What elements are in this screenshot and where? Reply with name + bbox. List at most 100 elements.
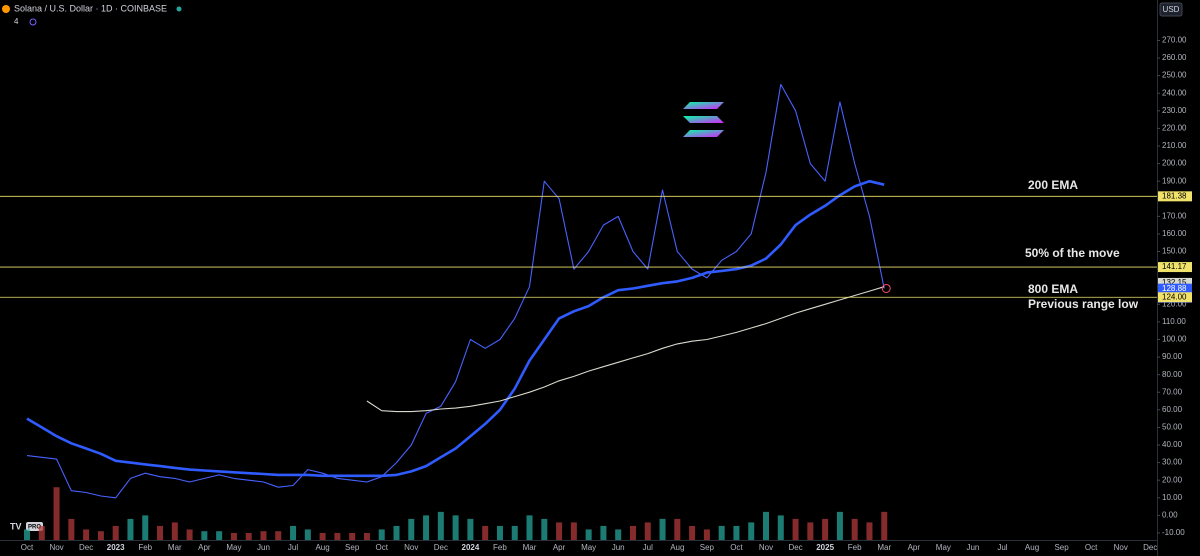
x-tick-label: Aug bbox=[1025, 543, 1039, 552]
volume-bar bbox=[585, 529, 592, 540]
level-label-bg bbox=[1158, 191, 1192, 202]
y-tick-label: 30.00 bbox=[1162, 458, 1183, 467]
badge: PRO bbox=[28, 525, 41, 531]
y-tick-label: 160.00 bbox=[1162, 229, 1187, 238]
volume-bar bbox=[526, 515, 533, 540]
annotation: 200 EMA bbox=[1028, 178, 1078, 192]
x-tick-label: Jun bbox=[257, 543, 270, 552]
y-tick-label: 50.00 bbox=[1162, 423, 1183, 432]
x-tick-label: Sep bbox=[345, 543, 360, 552]
y-tick-label: 270.00 bbox=[1162, 36, 1187, 45]
y-tick-label: 90.00 bbox=[1162, 352, 1183, 361]
y-tick-label: 170.00 bbox=[1162, 211, 1187, 220]
x-tick-label: Aug bbox=[670, 543, 684, 552]
volume-bar bbox=[600, 525, 607, 540]
tv-logo: TV bbox=[10, 521, 22, 531]
volume-bar bbox=[201, 531, 208, 540]
volume-bar bbox=[186, 529, 193, 540]
level-label: 128.88 bbox=[1162, 284, 1187, 293]
volume-bar bbox=[171, 522, 178, 540]
indicator-count[interactable]: 4 bbox=[14, 17, 19, 26]
x-tick-label: Feb bbox=[138, 543, 152, 552]
volume-bar bbox=[482, 525, 489, 540]
volume-bar bbox=[260, 531, 267, 540]
volume-bar bbox=[275, 531, 282, 540]
x-tick-label: Nov bbox=[404, 543, 418, 552]
volume-bar bbox=[644, 522, 651, 540]
volume-bar bbox=[38, 525, 45, 540]
volume-bar bbox=[467, 518, 474, 540]
chart-title: Solana / U.S. Dollar · 1D · COINBASE bbox=[14, 3, 167, 13]
volume-bar bbox=[836, 511, 843, 540]
x-tick-label: Dec bbox=[434, 543, 448, 552]
volume-bar bbox=[304, 529, 311, 540]
volume-bar bbox=[349, 532, 356, 540]
x-tick-label: Aug bbox=[315, 543, 329, 552]
x-tick-label: Apr bbox=[908, 543, 921, 552]
volume-bar bbox=[629, 525, 636, 540]
y-tick-label: 120.00 bbox=[1162, 299, 1187, 308]
volume-bar bbox=[851, 518, 858, 540]
volume-bar bbox=[689, 525, 696, 540]
currency-label[interactable]: USD bbox=[1163, 5, 1180, 14]
y-tick-label: 260.00 bbox=[1162, 53, 1187, 62]
x-tick-label: Feb bbox=[848, 543, 862, 552]
currency-button[interactable] bbox=[1159, 2, 1183, 17]
x-tick-label: Sep bbox=[700, 543, 715, 552]
x-tick-label: Dec bbox=[1143, 543, 1157, 552]
volume-bar bbox=[83, 529, 90, 540]
volume-bar bbox=[408, 518, 415, 540]
y-tick-label: 190.00 bbox=[1162, 176, 1187, 185]
solana-logo bbox=[683, 102, 724, 137]
volume-bar bbox=[423, 515, 430, 540]
volume-bar bbox=[378, 529, 385, 540]
level-label: 181.38 bbox=[1162, 191, 1187, 200]
y-tick-label: 100.00 bbox=[1162, 335, 1187, 344]
volume-bar bbox=[393, 525, 400, 540]
x-tick-label: Mar bbox=[523, 543, 537, 552]
volume-bar bbox=[792, 518, 799, 540]
y-tick-label: 110.00 bbox=[1162, 317, 1186, 326]
x-tick-label: Nov bbox=[49, 543, 63, 552]
level-label-bg bbox=[1158, 277, 1192, 288]
y-tick-label: 40.00 bbox=[1162, 440, 1183, 449]
volume-bar bbox=[24, 529, 30, 540]
x-tick-label: Oct bbox=[375, 543, 388, 552]
x-tick-label: Feb bbox=[493, 543, 507, 552]
y-tick-label: 0.00 bbox=[1162, 510, 1178, 519]
x-tick-label: Mar bbox=[877, 543, 891, 552]
volume-bar bbox=[157, 525, 164, 540]
volume-bar bbox=[496, 525, 503, 540]
level-label-bg bbox=[1158, 292, 1192, 303]
series-line bbox=[26, 179, 885, 478]
x-tick-label: Sep bbox=[1054, 543, 1069, 552]
volume-bar bbox=[748, 522, 755, 540]
y-tick-label: 80.00 bbox=[1162, 370, 1183, 379]
x-tick-label: Oct bbox=[1085, 543, 1098, 552]
x-tick-label: Jul bbox=[997, 543, 1007, 552]
indicator-icon[interactable] bbox=[29, 18, 37, 26]
x-tick-label: Jul bbox=[643, 543, 653, 552]
volume-bar bbox=[97, 531, 104, 540]
volume-bar bbox=[68, 518, 75, 540]
annotation: 800 EMA bbox=[1028, 282, 1078, 296]
volume-bar bbox=[733, 525, 740, 540]
series-line bbox=[366, 286, 885, 413]
volume-bar bbox=[127, 518, 134, 540]
volume-bar bbox=[674, 518, 681, 540]
plot-area bbox=[24, 83, 888, 540]
volume-bar bbox=[245, 532, 252, 540]
y-tick-label: 200.00 bbox=[1162, 159, 1187, 168]
x-tick-label: Jun bbox=[612, 543, 625, 552]
y-tick-label: 230.00 bbox=[1162, 106, 1187, 115]
volume-bar bbox=[290, 525, 297, 540]
volume-bar bbox=[541, 518, 548, 540]
y-tick-label: 150.00 bbox=[1162, 247, 1187, 256]
x-tick-label: May bbox=[226, 543, 241, 552]
x-tick-label: Oct bbox=[730, 543, 743, 552]
volume-bar bbox=[822, 518, 829, 540]
annotation: Previous range low bbox=[1028, 297, 1139, 311]
volume-bar bbox=[570, 522, 577, 540]
x-tick-label: Nov bbox=[759, 543, 773, 552]
